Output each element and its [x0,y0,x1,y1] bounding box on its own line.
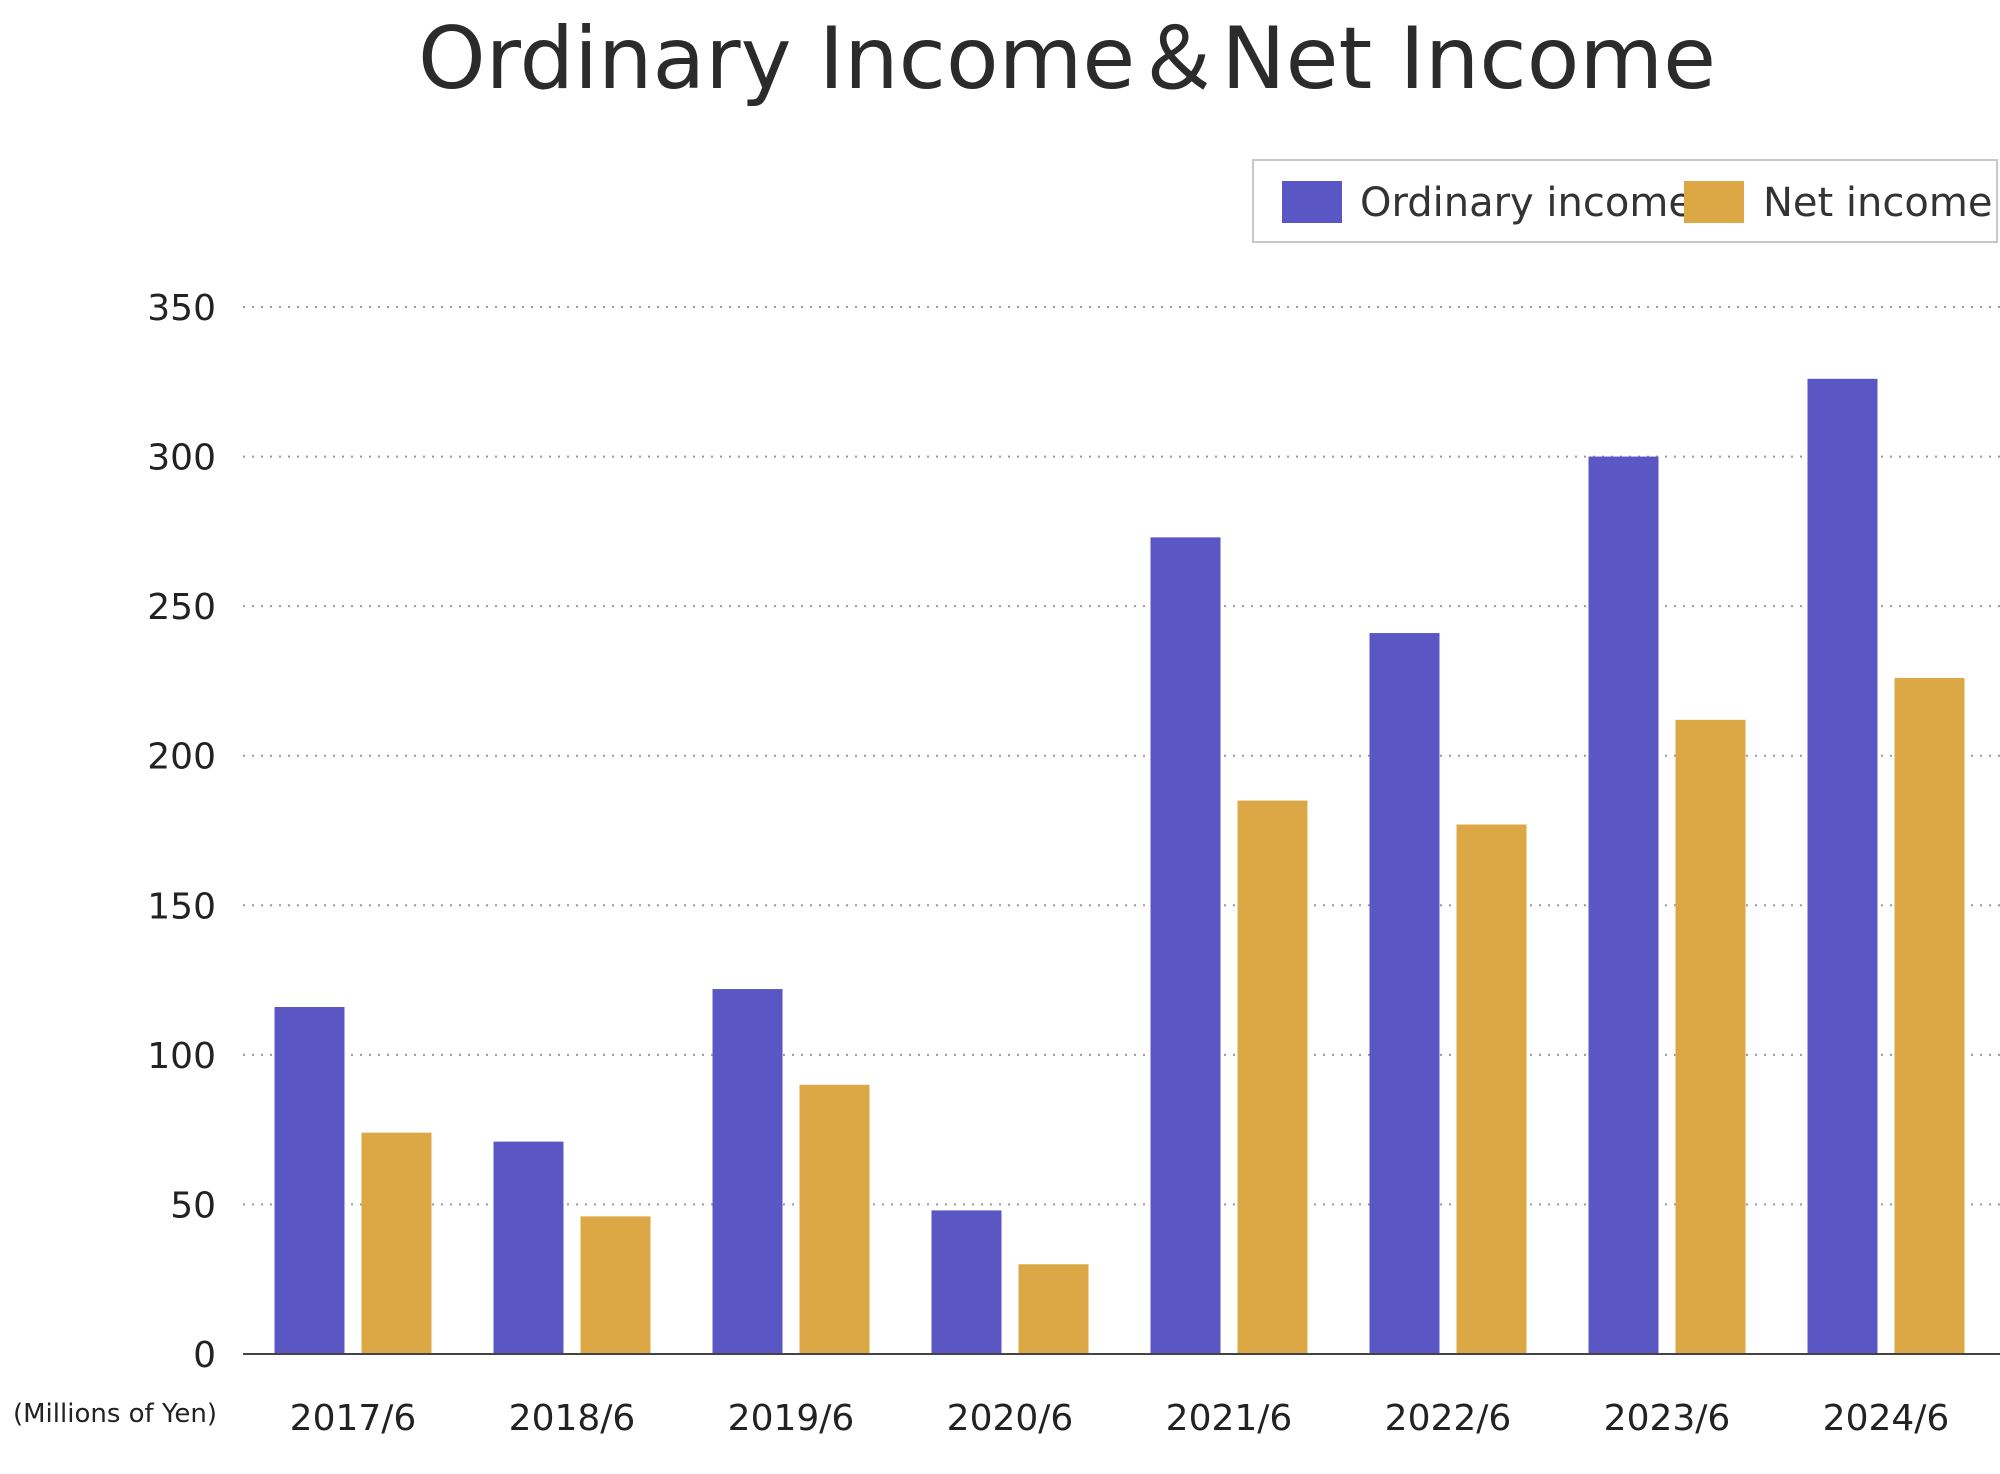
bar-ordinary-income [274,1006,345,1354]
x-tick-label: 2018/6 [509,1398,636,1439]
bar-net-income [1018,1264,1089,1354]
bar-net-income [799,1084,870,1354]
x-tick-label: 2019/6 [728,1398,855,1439]
chart-title: Ordinary Income＆Net Income [418,9,1716,109]
y-axis-ticks: 0 50 100 150 200 250 300 350 [147,288,216,1376]
bar-net-income [361,1132,432,1354]
y-tick-label: 100 [147,1036,216,1077]
x-tick-label: 2022/6 [1385,1398,1512,1439]
legend-label-net-income: Net income [1763,180,1992,226]
legend-swatch-net-income [1684,181,1744,223]
y-tick-label: 250 [147,587,216,628]
bar-ordinary-income [1588,456,1659,1355]
bar-net-income [580,1216,651,1354]
bar-ordinary-income [1369,633,1440,1354]
y-tick-label: 150 [147,886,216,927]
legend-box [1252,159,1998,243]
x-axis-ticks: 2017/6 2018/6 2019/6 2020/6 2021/6 2022/6 2023… [290,1398,1950,1439]
bar-ordinary-income [1150,537,1221,1354]
y-tick-label: 0 [193,1335,216,1376]
x-tick-label: 2024/6 [1823,1398,1950,1439]
x-tick-label: 2017/6 [290,1398,417,1439]
bar-ordinary-income [931,1210,1002,1354]
bar-net-income [1456,824,1527,1354]
bars [274,378,1965,1355]
unit-label: (Millions of Yen) [13,1399,217,1429]
bar-net-income [1894,677,1965,1354]
bar-net-income [1237,800,1308,1354]
y-tick-label: 200 [147,737,216,778]
bar-ordinary-income [493,1141,564,1354]
legend-swatch-ordinary-income [1282,181,1342,223]
legend-label-ordinary-income: Ordinary income [1360,180,1693,226]
y-tick-label: 50 [170,1185,216,1226]
y-tick-label: 300 [147,438,216,479]
x-tick-label: 2023/6 [1604,1398,1731,1439]
bar-ordinary-income [712,989,783,1354]
legend: Ordinary income Net income [1252,159,1998,243]
x-tick-label: 2021/6 [1166,1398,1293,1439]
bar-ordinary-income [1807,378,1878,1354]
y-tick-label: 350 [147,288,216,329]
bar-net-income [1675,719,1746,1354]
x-tick-label: 2020/6 [947,1398,1074,1439]
